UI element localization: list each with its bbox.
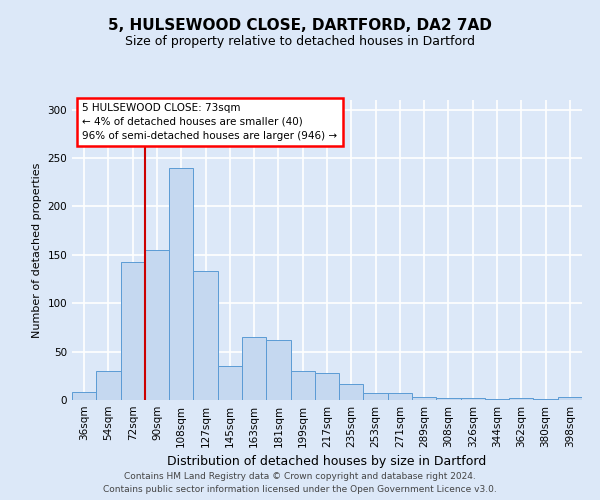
Bar — [412, 397, 436, 400]
Bar — [169, 168, 193, 400]
Bar — [436, 398, 461, 400]
Bar — [121, 262, 145, 400]
Bar — [193, 272, 218, 400]
Bar — [290, 371, 315, 400]
Bar — [509, 398, 533, 400]
Text: 5 HULSEWOOD CLOSE: 73sqm
← 4% of detached houses are smaller (40)
96% of semi-de: 5 HULSEWOOD CLOSE: 73sqm ← 4% of detache… — [82, 103, 337, 141]
Bar — [485, 399, 509, 400]
Bar — [72, 392, 96, 400]
Text: Contains HM Land Registry data © Crown copyright and database right 2024.: Contains HM Land Registry data © Crown c… — [124, 472, 476, 481]
Bar — [558, 397, 582, 400]
Bar — [218, 366, 242, 400]
Text: Contains public sector information licensed under the Open Government Licence v3: Contains public sector information licen… — [103, 485, 497, 494]
Bar — [339, 384, 364, 400]
Y-axis label: Number of detached properties: Number of detached properties — [32, 162, 42, 338]
Bar — [315, 373, 339, 400]
Bar — [145, 250, 169, 400]
Bar — [461, 398, 485, 400]
Bar — [96, 371, 121, 400]
Bar — [266, 340, 290, 400]
Bar — [388, 393, 412, 400]
Bar — [364, 393, 388, 400]
Bar — [533, 399, 558, 400]
X-axis label: Distribution of detached houses by size in Dartford: Distribution of detached houses by size … — [167, 456, 487, 468]
Text: 5, HULSEWOOD CLOSE, DARTFORD, DA2 7AD: 5, HULSEWOOD CLOSE, DARTFORD, DA2 7AD — [108, 18, 492, 32]
Bar — [242, 337, 266, 400]
Text: Size of property relative to detached houses in Dartford: Size of property relative to detached ho… — [125, 35, 475, 48]
